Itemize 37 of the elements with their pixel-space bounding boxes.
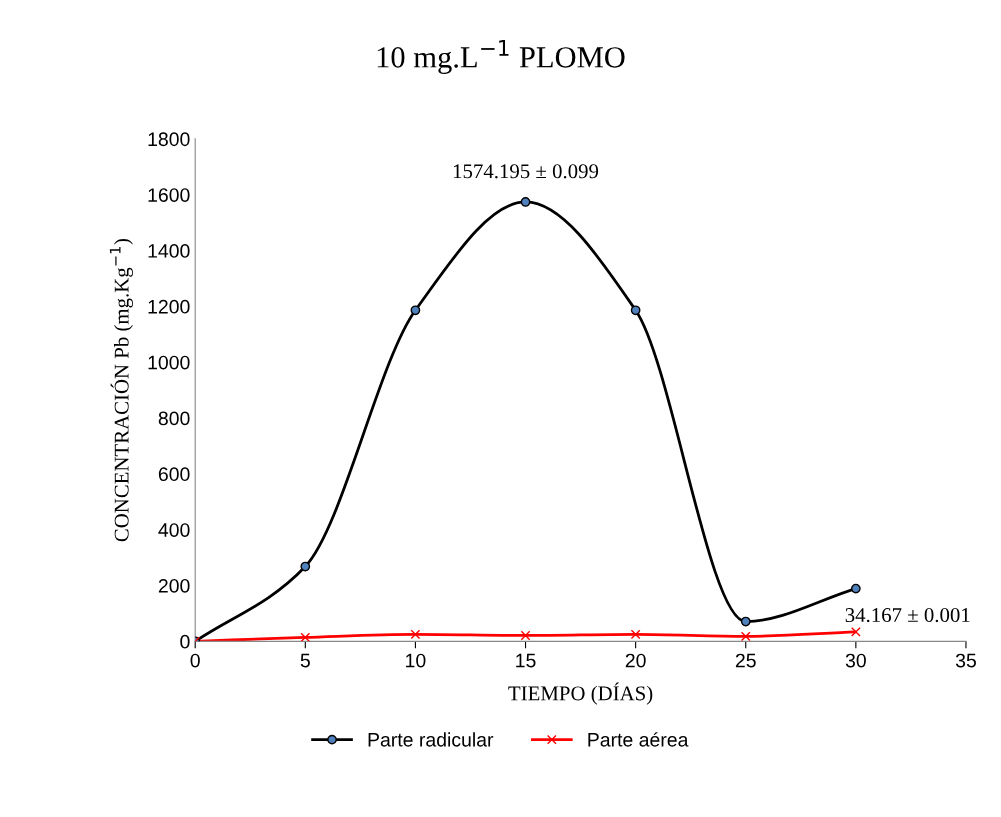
- point: [630, 629, 641, 640]
- x-tick-label: 30: [845, 653, 866, 668]
- y-tick-label: 200: [158, 578, 190, 593]
- y-axis-title: CONCENTRACIÓN Pb (mg.Kg$^{−1}$): [109, 239, 133, 542]
- x-tick-label: 0: [190, 653, 200, 668]
- y-tick-label: 800: [158, 411, 190, 426]
- point: [410, 305, 421, 316]
- y-tick-label: 1800: [148, 132, 190, 147]
- y-tick-label: 600: [158, 467, 190, 482]
- x-tick-label: 25: [735, 653, 756, 668]
- x-tick-label: 20: [625, 653, 646, 668]
- annotation: 34.167 ± 0.001: [845, 608, 970, 623]
- point: [300, 632, 311, 642]
- annotation: 1574.195 ± 0.099: [453, 164, 599, 179]
- x-axis-title: TIEMPO (DÍAS): [508, 682, 653, 705]
- y-tick-label: 1000: [148, 355, 190, 370]
- point: [850, 583, 861, 594]
- point: [740, 616, 751, 627]
- point: [740, 631, 751, 642]
- point: [520, 197, 531, 207]
- y-tick-label: 1200: [148, 299, 190, 314]
- y-tick-label: 1400: [148, 244, 190, 258]
- chart-title: 10 mg.L$^{−1}$ PLOMO: [377, 40, 625, 74]
- y-tick-label: 400: [158, 523, 190, 537]
- point: [300, 561, 311, 572]
- point: [850, 626, 861, 637]
- y-tick-label: 1600: [148, 188, 190, 202]
- x-tick-label: 35: [955, 653, 976, 668]
- y-tick-label: 0: [180, 634, 190, 649]
- point: [410, 629, 421, 640]
- legend-label: Parte radicular: [368, 732, 494, 747]
- legend-label: Parte aérea: [588, 732, 689, 747]
- x-tick-label: 5: [300, 653, 310, 668]
- point: [630, 305, 641, 316]
- x-tick-label: 15: [516, 653, 536, 668]
- point: [520, 630, 531, 641]
- x-tick-label: 10: [406, 653, 426, 668]
